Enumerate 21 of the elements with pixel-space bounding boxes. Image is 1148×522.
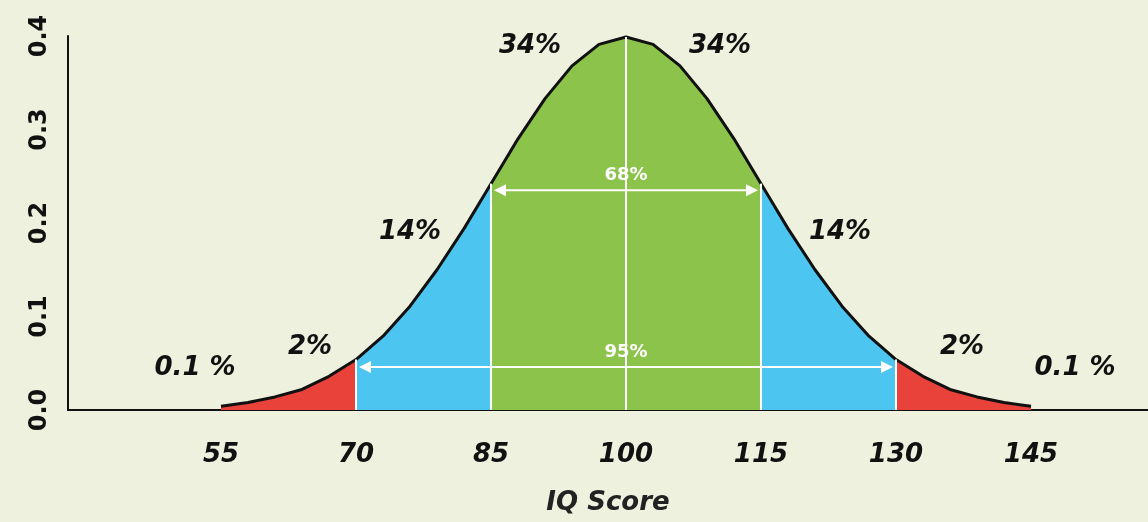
y-tick-label: 0.1 bbox=[24, 295, 52, 338]
y-tick-label: 0.0 bbox=[24, 388, 52, 432]
annotation: 34% bbox=[688, 29, 752, 59]
x-tick-label: 130 bbox=[868, 438, 924, 468]
y-tick-label: 0.3 bbox=[24, 108, 52, 151]
y-tick-label: 0.2 bbox=[24, 201, 52, 245]
annotation: 0.1 % bbox=[1034, 351, 1116, 381]
x-tick-label: 85 bbox=[472, 438, 510, 468]
x-tick-label: 55 bbox=[202, 438, 240, 468]
annotation: 14% bbox=[378, 215, 442, 245]
annotation: 0.1 % bbox=[154, 351, 236, 381]
x-axis-title: IQ Score bbox=[546, 486, 670, 516]
x-tick-label: 115 bbox=[733, 438, 789, 468]
x-tick-label: 145 bbox=[1003, 438, 1059, 468]
annotation: 2% bbox=[939, 330, 985, 360]
x-tick-label: 70 bbox=[337, 438, 375, 468]
annotation: 2% bbox=[287, 330, 333, 360]
y-tick-label: 0.4 bbox=[24, 14, 52, 58]
annotation: 34% bbox=[498, 29, 562, 59]
x-tick-label: 100 bbox=[598, 438, 654, 468]
annotation: 14% bbox=[808, 215, 872, 245]
